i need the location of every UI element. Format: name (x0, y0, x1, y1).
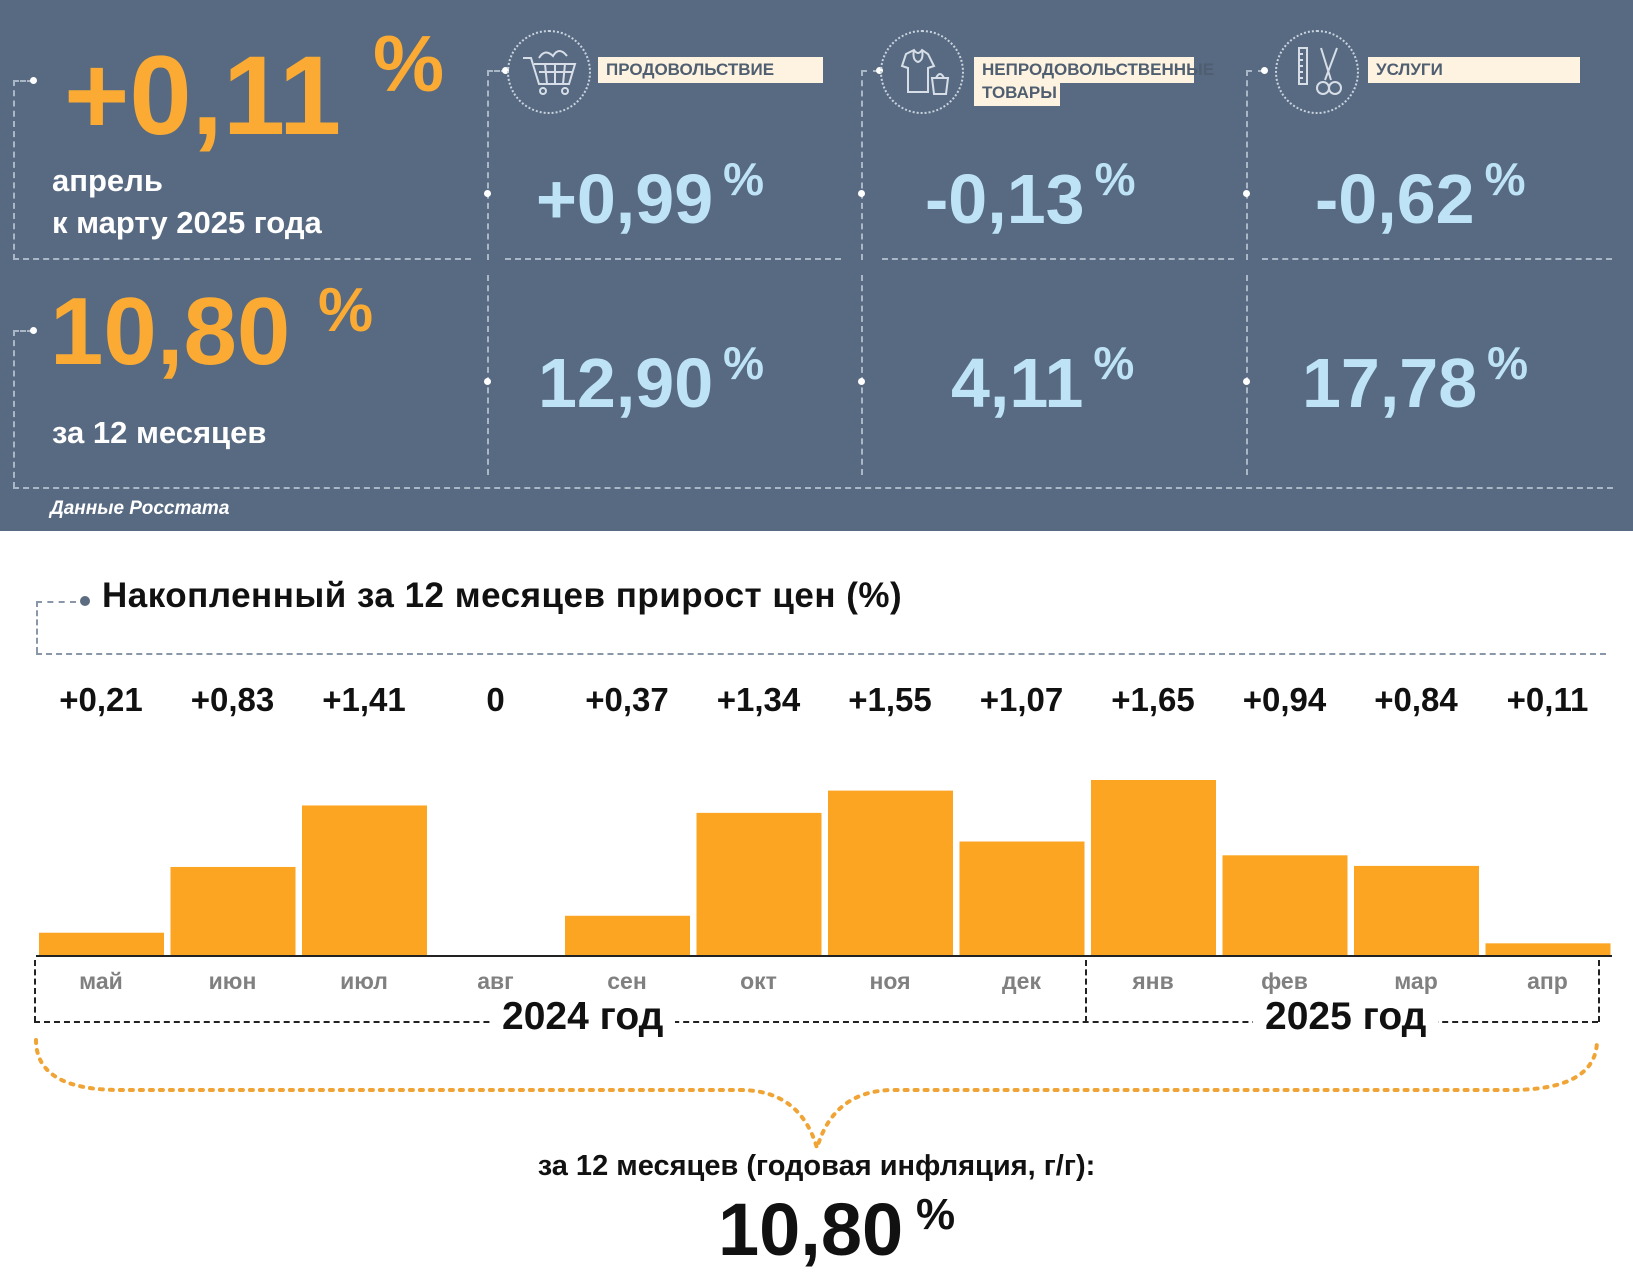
bar-май (39, 932, 164, 955)
value-label-фев: +0,94 (1242, 681, 1327, 718)
bar-июл (302, 805, 427, 955)
nonfood-monthly-value: -0,13% (925, 153, 1136, 238)
food-annual-value: 12,90% (538, 337, 765, 422)
shopping-cart-icon (507, 30, 591, 114)
bar-мар (1354, 865, 1479, 955)
month-label-май: май (79, 968, 123, 994)
value-label-июл: +1,41 (322, 681, 406, 718)
month-label-сен: сен (607, 968, 647, 994)
annual-inflation-value: 10,80 (50, 278, 291, 385)
monthly-inflation-value: +0,11 (64, 33, 342, 158)
value-label-апр: +0,11 (1506, 681, 1589, 718)
month-label-авг: авг (477, 968, 514, 994)
month-label-ноя: ноя (869, 968, 911, 994)
clothing-icon (880, 30, 964, 114)
annual-inflation-total: 10,80 (718, 1188, 904, 1271)
month-label-июн: июн (208, 968, 257, 994)
nonfood-annual-value: 4,11% (951, 337, 1135, 422)
chart-title: Накопленный за 12 месяцев прирост цен (%… (102, 576, 903, 615)
bar-дек (959, 841, 1085, 955)
category-label-nonfood-line2: ТОВАРЫ (974, 80, 1060, 106)
category-label-food: ПРОДОВОЛЬСТВИЕ (598, 57, 823, 83)
value-label-ноя: +1,55 (848, 681, 932, 718)
services-annual-value: 17,78% (1302, 337, 1529, 422)
value-label-авг: 0 (486, 681, 505, 718)
value-label-июн: +0,83 (190, 681, 275, 718)
bar-янв (1091, 780, 1216, 955)
bar-фев (1222, 855, 1348, 955)
month-label-дек: дек (1002, 968, 1041, 994)
annual-inflation-caption: за 12 месяцев (годовая инфляция, г/г): (537, 1150, 1096, 1182)
value-label-мар: +0,84 (1374, 681, 1458, 718)
data-source: Данные Росстата (50, 498, 230, 519)
year-label-2025: 2025 год (1253, 995, 1439, 1039)
food-monthly-value: +0,99% (536, 153, 765, 238)
monthly-inflation-unit: % (373, 19, 445, 108)
month-label-окт: окт (740, 968, 777, 994)
month-label-фев: фев (1261, 968, 1308, 994)
value-label-май: +0,21 (59, 681, 143, 718)
inflation-summary-panel: +0,11 % апрель к марту 2025 года 10,80 %… (0, 0, 1633, 531)
bar-ноя (828, 790, 953, 955)
annual-caption: за 12 месяцев (52, 415, 267, 450)
value-label-окт: +1,34 (716, 681, 801, 718)
monthly-caption-line2: к марту 2025 года (52, 205, 322, 240)
year-label-2024: 2024 год (490, 995, 676, 1039)
value-label-сен: +0,37 (585, 681, 669, 718)
bar-июн (170, 866, 296, 955)
month-label-апр: апр (1527, 968, 1568, 994)
annual-inflation-total-unit: % (916, 1190, 956, 1239)
bar-сен (565, 915, 690, 955)
category-label-nonfood-line1: НЕПРОДОВОЛЬСТВЕННЫЕ (974, 57, 1214, 83)
services-monthly-value: -0,62% (1315, 153, 1526, 238)
scissors-comb-icon (1275, 30, 1359, 114)
bar-окт (696, 812, 822, 955)
category-label-services: УСЛУГИ (1368, 57, 1580, 83)
annual-inflation-unit: % (318, 276, 374, 345)
monthly-caption-line1: апрель (52, 163, 163, 198)
month-label-янв: янв (1132, 968, 1174, 994)
value-label-дек: +1,07 (979, 681, 1064, 718)
bar-апр (1485, 943, 1611, 955)
month-label-мар: мар (1394, 968, 1438, 994)
month-label-июл: июл (340, 968, 388, 994)
value-label-янв: +1,65 (1111, 681, 1195, 718)
